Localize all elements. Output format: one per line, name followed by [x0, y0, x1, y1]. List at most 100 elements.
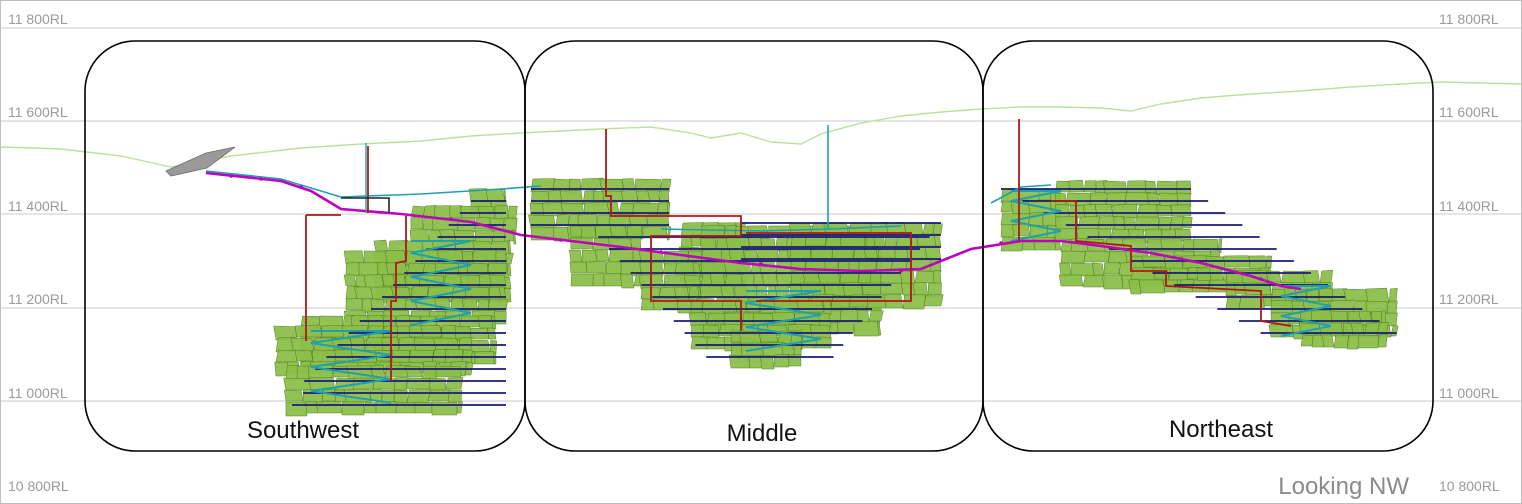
stope: [487, 298, 509, 312]
stope: [405, 365, 423, 378]
stope: [296, 365, 310, 380]
stope: [358, 261, 379, 277]
stope: [1169, 216, 1185, 230]
stope: [1343, 288, 1369, 302]
development-drives: [205, 170, 1332, 404]
zone-outlines: [84, 40, 1434, 452]
stope: [375, 401, 397, 414]
stope: [570, 273, 594, 287]
stope: [1321, 334, 1335, 348]
stope: [741, 273, 755, 286]
stope: [932, 269, 942, 285]
stope: [1146, 192, 1161, 206]
stope: [580, 225, 597, 239]
stope: [422, 217, 435, 231]
stope: [370, 298, 386, 314]
stope: [1182, 238, 1195, 254]
stope: [1058, 274, 1084, 287]
stope: [315, 401, 343, 414]
stope: [1032, 236, 1057, 251]
stope: [1092, 262, 1105, 276]
stope: [477, 298, 490, 313]
stope: [700, 285, 724, 298]
development-drive: [205, 170, 542, 198]
stope: [477, 205, 496, 219]
stope: [603, 273, 623, 287]
stope: [848, 222, 873, 237]
elevation-label-11400-left: 11 400RL: [8, 198, 68, 214]
stope: [552, 178, 572, 193]
elevation-label-11000-right: 11 000RL: [1439, 385, 1499, 401]
development-spiral: [310, 330, 392, 404]
stope: [904, 222, 924, 237]
stope: [1083, 180, 1097, 193]
stope: [1176, 180, 1192, 196]
level-drives: [291, 188, 1397, 406]
development-spiral: [1010, 190, 1062, 242]
stope: [690, 336, 709, 350]
vent-raise: [390, 216, 407, 381]
stope: [506, 264, 512, 277]
stope: [839, 309, 860, 322]
stope: [700, 224, 725, 239]
stope: [1065, 192, 1092, 207]
elevation-label-11800-left: 11 800RL: [8, 11, 68, 27]
stope: [541, 202, 564, 217]
stope: [1270, 299, 1294, 314]
stope: [447, 389, 463, 403]
stope: [547, 189, 563, 205]
stope: [489, 274, 507, 289]
elevation-labels-right: 11 800RL 11 600RL 11 400RL 11 200RL 11 0…: [1439, 11, 1500, 494]
stope: [868, 309, 884, 322]
elevation-label-10800-left: 10 800RL: [8, 478, 69, 494]
stope: [487, 262, 508, 275]
development-drive: [990, 184, 1052, 204]
stope: [1138, 279, 1166, 294]
view-orientation-label: Looking NW: [1278, 473, 1409, 500]
stope: [570, 225, 583, 238]
stope: [456, 401, 463, 414]
stope: [393, 377, 408, 391]
stope: [1390, 324, 1399, 337]
stope: [1089, 192, 1107, 206]
elevation-label-11200-right: 11 200RL: [1439, 291, 1499, 307]
stope: [1176, 192, 1192, 208]
stope: [502, 217, 518, 233]
stope: [1168, 267, 1189, 281]
elevation-labels-left: 11 800RL 11 600RL 11 400RL 11 200RL 11 0…: [8, 11, 69, 494]
stope: [1181, 216, 1193, 229]
stope: [1196, 267, 1212, 282]
stope: [690, 324, 705, 338]
stope: [796, 300, 825, 313]
surface-topography-line: [1, 81, 1521, 168]
stope: [1113, 216, 1126, 231]
stope: [373, 239, 389, 253]
stope: [902, 294, 926, 310]
stope: [823, 299, 832, 316]
stope: [662, 262, 678, 275]
stope: [334, 349, 354, 362]
stope: [343, 250, 365, 265]
stope: [1083, 250, 1111, 263]
stope: [405, 377, 433, 390]
stope: [1123, 216, 1136, 231]
vent-raise: [746, 232, 912, 302]
stope: [559, 190, 584, 206]
stope: [435, 365, 462, 378]
development-spiral: [745, 290, 822, 352]
stope: [1128, 279, 1142, 295]
stope: [1083, 204, 1098, 219]
zone-label-southwest: Southwest: [247, 417, 359, 444]
stope: [1191, 279, 1210, 293]
stope: [1386, 300, 1398, 315]
stope: [1060, 250, 1086, 264]
elevation-label-11000-left: 11 000RL: [8, 385, 68, 401]
stope: [458, 336, 473, 351]
stope: [1011, 223, 1031, 237]
development-spiral: [410, 240, 472, 326]
stope: [1103, 261, 1120, 275]
stope: [1377, 333, 1388, 348]
stope: [605, 261, 622, 275]
